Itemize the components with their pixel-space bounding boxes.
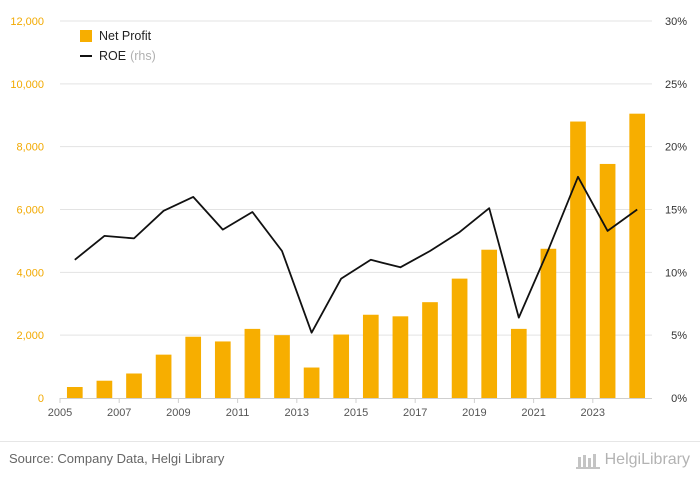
bar-net-profit xyxy=(66,387,83,398)
y-left-tick-label: 6,000 xyxy=(16,205,44,217)
y-right-tick-label: 5% xyxy=(671,330,687,342)
y-left-tick-label: 2,000 xyxy=(16,330,44,342)
source-text: Source: Company Data, Helgi Library xyxy=(9,451,225,466)
chart-svg: 0 2,000 4,000 6,000 8,000 10,000 12,000 0% 5% 10%… xyxy=(10,16,687,419)
legend-item-net-profit: Net Profit xyxy=(80,26,156,46)
x-tick-label: 2005 xyxy=(48,407,72,419)
bar-net-profit xyxy=(185,336,202,398)
brand-logo[interactable]: HelgiLibrary xyxy=(575,450,690,470)
bar-net-profit xyxy=(481,249,498,398)
y-right-tick-label: 20% xyxy=(665,142,687,154)
legend-label-net-profit: Net Profit xyxy=(99,29,152,43)
bar-net-profit xyxy=(392,316,409,398)
y-left-tick-label: 0 xyxy=(38,393,44,405)
y-left-tick-label: 4,000 xyxy=(16,267,44,279)
bar-net-profit xyxy=(333,334,350,398)
bar-net-profit xyxy=(214,341,231,398)
x-tick-label: 2017 xyxy=(403,407,427,419)
bar-net-profit xyxy=(274,335,290,398)
line-roe xyxy=(74,175,638,334)
x-tick-label: 2019 xyxy=(462,407,486,419)
bar-net-profit xyxy=(155,354,172,398)
bar-net-profit xyxy=(96,380,113,398)
brand-text: HelgiLibrary xyxy=(604,451,690,468)
legend-item-roe: ROE (rhs) xyxy=(80,46,156,66)
y-left-tick-label: 12,000 xyxy=(10,16,44,28)
bar-net-profit xyxy=(629,113,646,398)
x-tick-label: 2013 xyxy=(285,407,309,419)
bar-net-profit xyxy=(570,121,586,399)
chart-area: 0 2,000 4,000 6,000 8,000 10,000 12,000 0% 5% 10%… xyxy=(10,16,687,419)
legend: Net Profit ROE (rhs) xyxy=(80,26,156,66)
bar-net-profit xyxy=(303,367,320,398)
bar-net-profit xyxy=(126,373,142,398)
x-tick-label: 2007 xyxy=(107,407,131,419)
x-tick-label: 2023 xyxy=(581,407,605,419)
legend-bar-swatch xyxy=(80,30,92,42)
x-tick-label: 2011 xyxy=(226,407,250,419)
y-right-tick-label: 30% xyxy=(665,16,687,28)
y-left-tick-label: 8,000 xyxy=(16,142,44,154)
y-right-tick-label: 25% xyxy=(665,79,687,91)
bar-net-profit xyxy=(510,328,527,398)
y-right-tick-label: 10% xyxy=(665,267,687,279)
x-tick-label: 2021 xyxy=(521,407,545,419)
legend-label-roe: ROE xyxy=(99,49,127,63)
bar-net-profit xyxy=(451,278,468,398)
legend-line-swatch xyxy=(80,55,92,57)
legend-label-rhs: (rhs) xyxy=(130,49,156,63)
bar-net-profit xyxy=(362,314,379,398)
x-tick-label: 2015 xyxy=(344,407,368,419)
x-tick-label: 2009 xyxy=(166,407,190,419)
library-icon xyxy=(575,454,600,469)
bar-net-profit xyxy=(540,248,557,398)
footer-divider xyxy=(0,441,700,442)
bar-net-profit xyxy=(244,328,261,398)
bar-net-profit xyxy=(599,163,616,398)
y-right-tick-label: 0% xyxy=(671,393,687,405)
y-left-tick-label: 10,000 xyxy=(10,79,44,91)
y-right-tick-label: 15% xyxy=(665,205,687,217)
bar-net-profit xyxy=(422,302,438,398)
